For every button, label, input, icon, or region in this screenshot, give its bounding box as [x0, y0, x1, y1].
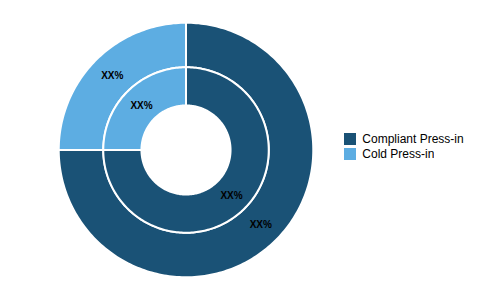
svg-text:XX%: XX% [101, 70, 123, 81]
svg-text:XX%: XX% [221, 190, 243, 201]
html-text:Cold Press-in: Cold Press-in [362, 147, 435, 161]
html-text:Compliant Press-in: Compliant Press-in [362, 132, 464, 146]
svg-text:XX%: XX% [131, 100, 153, 111]
svg-text:XX%: XX% [250, 219, 272, 230]
